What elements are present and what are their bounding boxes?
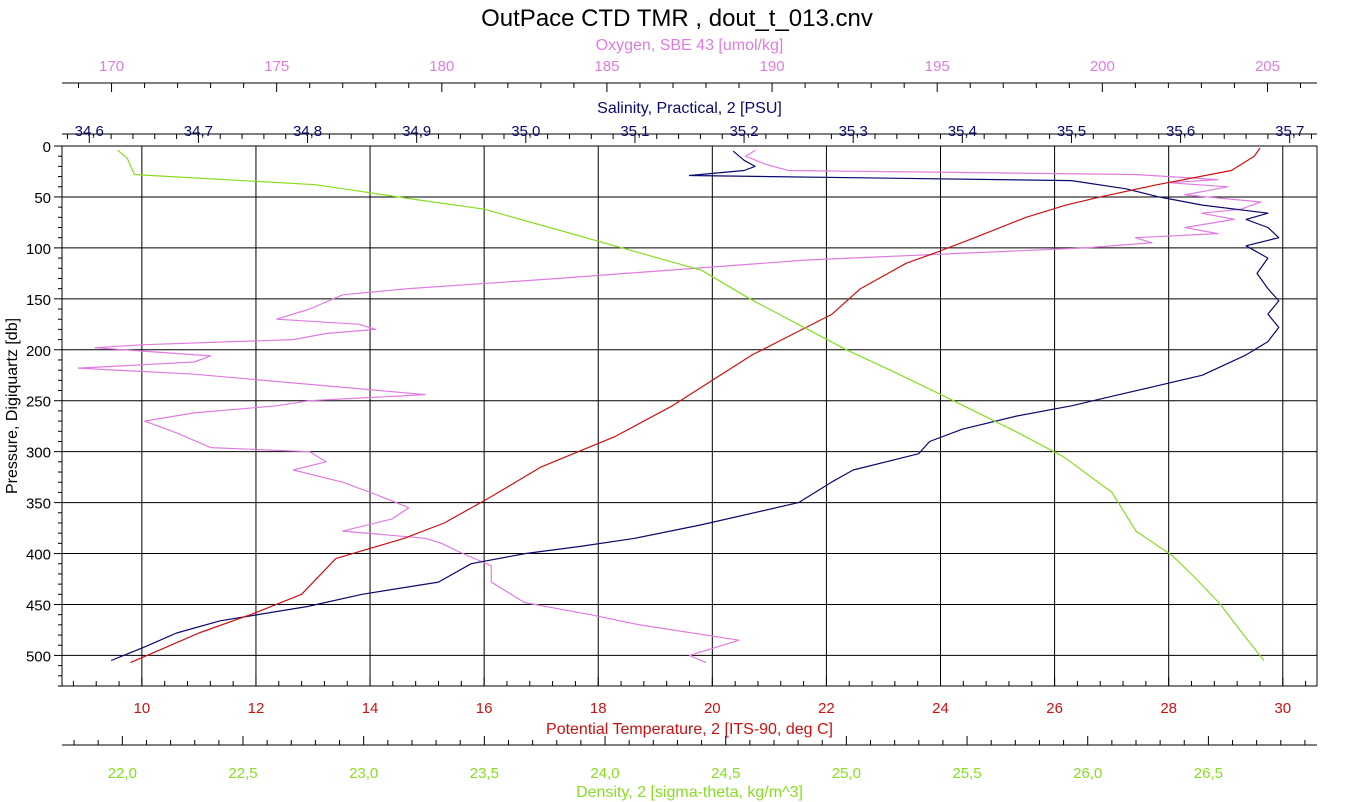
density-tick-label: 25,0 xyxy=(832,765,861,782)
y-tick-label: 50 xyxy=(34,190,51,207)
y-tick-label: 0 xyxy=(43,139,51,156)
oxygen-series-line xyxy=(77,149,1262,664)
salinity-tick-label: 35,7 xyxy=(1275,123,1304,140)
y-tick-label: 100 xyxy=(26,241,51,258)
oxygen-tick-label: 190 xyxy=(760,58,785,75)
y-axis-label: Pressure, Digiquartz [db] xyxy=(4,318,21,494)
data-series xyxy=(77,147,1280,664)
temperature-tick-label: 28 xyxy=(1160,700,1177,717)
temperature-tick-label: 14 xyxy=(362,700,379,717)
density-tick-label: 26,5 xyxy=(1194,765,1223,782)
y-tick-label: 150 xyxy=(26,292,51,309)
temperature-tick-label: 12 xyxy=(248,700,265,717)
density-series-line xyxy=(117,149,1265,661)
temperature-tick-label: 10 xyxy=(134,700,151,717)
density-axis: 22,0 22,5 23,0 23,5 24,0 24,5 25,0 25,5 26,0 26,5… xyxy=(62,736,1317,801)
salinity-axis-label: Salinity, Practical, 2 [PSU] xyxy=(597,100,782,117)
pressure-axis: 0 50 100 150 200 250 300 350 400 450 500 Pressure, … xyxy=(4,139,62,687)
density-tick-label: 22,0 xyxy=(108,765,137,782)
axes: 0 50 100 150 200 250 300 350 400 450 500 Pressure, … xyxy=(4,37,1317,801)
oxygen-axis-label: Oxygen, SBE 43 [umol/kg] xyxy=(596,37,784,54)
y-tick-label: 200 xyxy=(26,343,51,360)
temperature-tick-label: 16 xyxy=(476,700,493,717)
salinity-tick-label: 34,9 xyxy=(402,123,431,140)
salinity-tick-label: 35,5 xyxy=(1057,123,1086,140)
density-tick-label: 24,0 xyxy=(590,765,619,782)
salinity-tick-label: 35,1 xyxy=(620,123,649,140)
density-tick-label: 23,0 xyxy=(349,765,378,782)
temperature-tick-label: 24 xyxy=(932,700,949,717)
salinity-tick-label: 35,0 xyxy=(511,123,540,140)
oxygen-tick-label: 175 xyxy=(264,58,289,75)
oxygen-tick-label: 180 xyxy=(429,58,454,75)
salinity-tick-label: 35,3 xyxy=(839,123,868,140)
density-tick-label: 25,5 xyxy=(952,765,981,782)
temperature-series-line xyxy=(130,147,1261,664)
salinity-tick-label: 34,8 xyxy=(293,123,322,140)
temperature-axis: 10 12 14 16 18 20 22 24 26 28 30 Potential Temperat… xyxy=(72,677,1307,738)
oxygen-tick-label: 200 xyxy=(1090,58,1115,75)
salinity-tick-label: 34,7 xyxy=(184,123,213,140)
salinity-tick-label: 35,4 xyxy=(948,123,977,140)
salinity-tick-label: 35,2 xyxy=(729,123,758,140)
y-tick-label: 500 xyxy=(26,648,51,665)
density-tick-label: 23,5 xyxy=(470,765,499,782)
density-axis-label: Density, 2 [sigma-theta, kg/m^3] xyxy=(576,784,803,801)
y-tick-label: 250 xyxy=(26,394,51,411)
y-tick-label: 400 xyxy=(26,547,51,564)
chart-title: OutPace CTD TMR , dout_t_013.cnv xyxy=(481,5,873,32)
salinity-tick-label: 34,6 xyxy=(75,123,104,140)
y-tick-label: 450 xyxy=(26,597,51,614)
oxygen-tick-label: 195 xyxy=(925,58,950,75)
density-tick-label: 26,0 xyxy=(1073,765,1102,782)
y-tick-label: 350 xyxy=(26,496,51,513)
salinity-axis: 34,6 34,7 34,8 34,9 35,0 35,1 35,2 35,3 35,4 35,5… xyxy=(62,100,1317,143)
temperature-tick-label: 30 xyxy=(1274,700,1291,717)
oxygen-tick-label: 205 xyxy=(1255,58,1280,75)
density-tick-label: 22,5 xyxy=(228,765,257,782)
density-tick-label: 24,5 xyxy=(711,765,740,782)
oxygen-tick-label: 185 xyxy=(594,58,619,75)
y-tick-label: 300 xyxy=(26,445,51,462)
temperature-tick-label: 26 xyxy=(1046,700,1063,717)
oxygen-axis: 170 175 180 185 190 195 200 205 Oxygen, SBE 43 [… xyxy=(62,37,1317,92)
temperature-tick-label: 22 xyxy=(818,700,835,717)
grid xyxy=(62,146,1317,686)
salinity-series-line xyxy=(110,150,1280,662)
salinity-tick-label: 35,6 xyxy=(1166,123,1195,140)
temperature-axis-label: Potential Temperature, 2 [ITS-90, deg C] xyxy=(546,721,833,738)
plot-frame xyxy=(61,145,1318,687)
temperature-tick-label: 18 xyxy=(590,700,607,717)
oxygen-tick-label: 170 xyxy=(99,58,124,75)
temperature-tick-label: 20 xyxy=(704,700,721,717)
